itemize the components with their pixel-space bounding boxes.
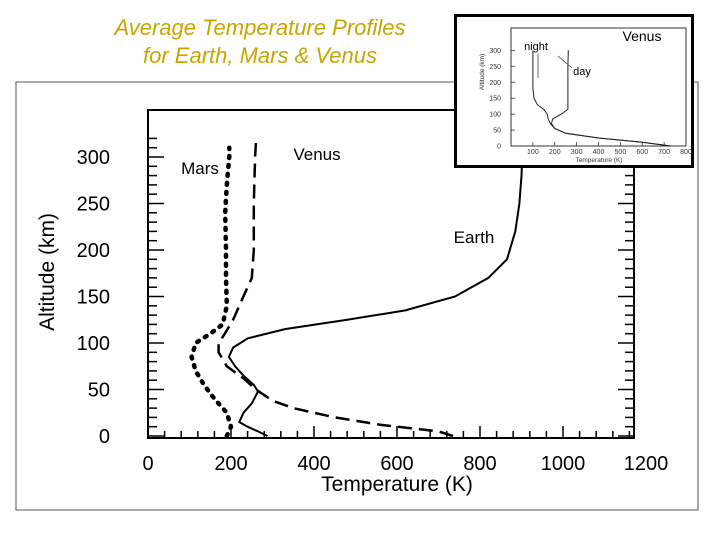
x-tick-label: 0: [142, 453, 153, 475]
y-tick-label: 200: [77, 240, 110, 262]
x-tick-label: 1000: [541, 453, 586, 475]
inset-y-axis-label: Altitude (km): [479, 54, 486, 90]
title-line-1: Average Temperature Profiles: [114, 15, 406, 40]
y-tick-label: 150: [77, 287, 110, 309]
annotation-venus: Venus: [293, 145, 340, 164]
series-mars-line: [189, 145, 234, 439]
series-earth-line: [227, 156, 524, 437]
figure-frame: [15, 81, 699, 511]
inset-y-tick-label: 0: [497, 144, 501, 151]
annotation-mars: Mars: [181, 159, 219, 178]
inset-x-tick-label: 500: [615, 149, 627, 156]
inset-y-tick-label: 250: [489, 64, 501, 71]
x-axis-label: Temperature (K): [321, 473, 473, 496]
inset-x-tick-label: 600: [636, 149, 648, 156]
x-tick-label: 200: [214, 453, 247, 475]
venus-inset-chart: 0 50 100 150 200 250 300 100 200 300 400 500 600 700 8…: [454, 14, 694, 168]
inset-title: Venus: [623, 28, 662, 44]
inset-x-tick-label: 400: [593, 149, 605, 156]
inset-y-tick-label: 100: [489, 112, 501, 119]
inset-x-tick-label: 200: [549, 149, 561, 156]
inset-y-tick-label: 200: [489, 80, 501, 87]
inset-border: [454, 14, 694, 168]
y-tick-label: 250: [77, 194, 110, 216]
inset-y-tick-label: 300: [489, 48, 501, 55]
inset-x-tick-label: 700: [658, 149, 670, 156]
y-tick-label: 300: [77, 147, 110, 169]
annotation-earth: Earth: [454, 228, 495, 247]
x-tick-label: 400: [297, 453, 330, 475]
title-line-2: for Earth, Mars & Venus: [143, 43, 377, 68]
y-tick-label: 50: [88, 380, 110, 402]
inset-x-tick-label: 800: [680, 149, 692, 156]
inset-y-tick-label: 50: [493, 128, 501, 135]
x-tick-label: 600: [380, 453, 413, 475]
series-venus-line: [217, 143, 454, 438]
x-tick-label: 1200: [624, 453, 669, 475]
day-pointer: [557, 55, 573, 69]
inset-series-day-line: [550, 50, 671, 147]
y-axis-label: Altitude (km): [36, 213, 59, 331]
y-tick-label: 0: [99, 426, 110, 448]
slide-title: Average Temperature Profiles for Earth, …: [60, 14, 460, 70]
annotation-night: night: [524, 41, 548, 53]
annotation-day: day: [573, 66, 591, 78]
x-tick-label: 800: [463, 453, 496, 475]
inset-x-axis-label: Temperature (K): [576, 157, 623, 164]
inset-x-tick-label: 100: [527, 149, 539, 156]
y-tick-label: 100: [77, 333, 110, 355]
inset-y-tick-label: 150: [489, 96, 501, 103]
plot-frame: [147, 109, 635, 439]
inset-x-tick-label: 300: [571, 149, 583, 156]
